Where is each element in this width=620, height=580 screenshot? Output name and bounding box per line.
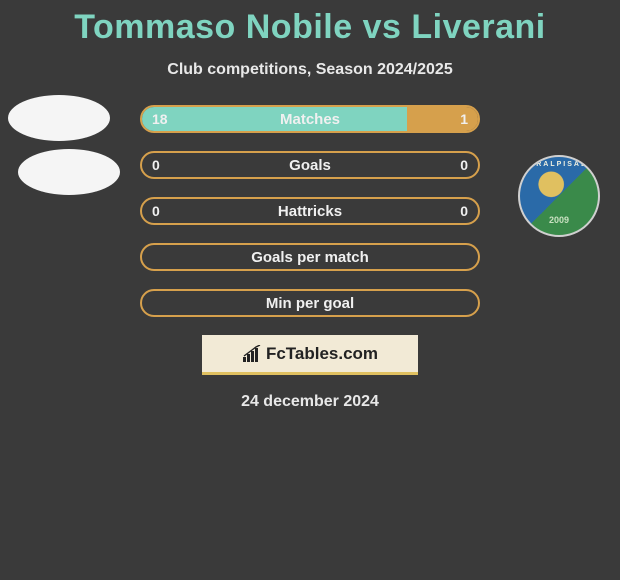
bar-label: Min per goal xyxy=(142,291,478,315)
subtitle: Club competitions, Season 2024/2025 xyxy=(0,61,620,79)
bar-label: Goals xyxy=(142,153,478,177)
stat-bar: Goals per match xyxy=(140,243,480,271)
date-label: 24 december 2024 xyxy=(0,393,620,411)
crest-text: FERALPISALO xyxy=(520,161,598,168)
crest-year: 2009 xyxy=(520,215,598,225)
stat-bars: 181Matches 00Goals 00Hattricks Goals per ma… xyxy=(140,105,480,317)
player-right-crest: FERALPISALO 2009 xyxy=(518,155,600,237)
comparison-panel: FERALPISALO 2009 181Matches 00Goals 00Hatt… xyxy=(0,105,620,317)
stat-bar: Min per goal xyxy=(140,289,480,317)
player-left-avatar-2 xyxy=(18,149,120,195)
site-name: FcTables.com xyxy=(266,344,378,364)
player-left-avatar xyxy=(8,95,110,141)
bar-label: Goals per match xyxy=(142,245,478,269)
site-badge: FcTables.com xyxy=(202,335,418,375)
stat-bar: 181Matches xyxy=(140,105,480,133)
page-title: Tommaso Nobile vs Liverani xyxy=(0,0,620,47)
stat-bar: 00Hattricks xyxy=(140,197,480,225)
bar-label: Matches xyxy=(142,107,478,131)
stat-bar: 00Goals xyxy=(140,151,480,179)
site-logo-icon xyxy=(242,345,264,363)
bar-label: Hattricks xyxy=(142,199,478,223)
